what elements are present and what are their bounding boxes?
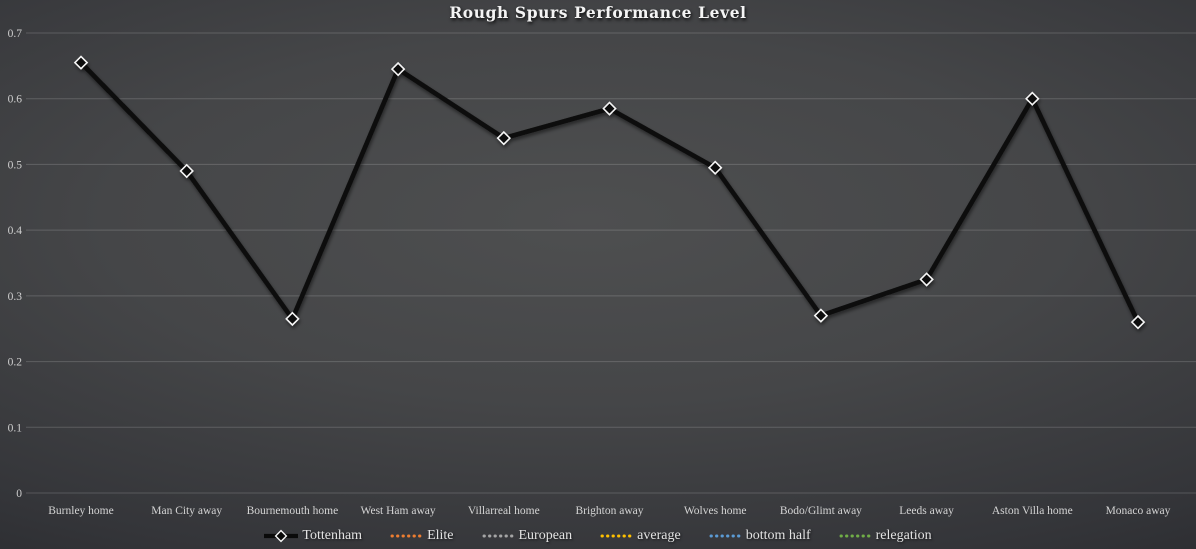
legend-marker-european-icon [482, 534, 513, 538]
x-axis-label-aston-villa-home: Aston Villa home [992, 505, 1073, 517]
x-axis-label-wolves-home: Wolves home [684, 505, 747, 517]
chart-title: Rough Spurs Performance Level [449, 3, 747, 22]
x-axis-label-brighton-away: Brighton away [575, 505, 643, 517]
legend: Tottenham Elite European average bottom half… [0, 528, 1196, 544]
legend-marker-relegation-icon [839, 534, 871, 538]
y-axis-tick-labels: 0 0.1 0.2 0.3 0.4 0.5 0.6 0.7 [8, 28, 23, 500]
legend-item-label: bottom half [745, 528, 811, 543]
data-point-marker [1130, 314, 1146, 330]
data-point-marker [73, 55, 89, 70]
data-point-marker [919, 272, 934, 287]
legend-item-european: European [481, 528, 573, 544]
legend-item-bottom-half: bottom half [708, 528, 811, 544]
y-axis-tick-label: 0.7 [8, 28, 23, 40]
legend-item-label: Tottenham [302, 528, 363, 543]
data-point-marker [285, 311, 300, 327]
x-axis-label-monaco-away: Monaco away [1106, 505, 1171, 517]
legend-item-label: Elite [427, 528, 454, 543]
legend-item-tottenham: Tottenham [264, 528, 362, 544]
x-axis-label-burnley-home: Burnley home [48, 505, 113, 517]
reference-lines [76, 93, 1143, 249]
data-point-marker [813, 308, 829, 323]
x-axis-category-labels: Burnley home Man City away Bournemouth hom… [48, 505, 1170, 517]
y-axis-tick-label: 0.4 [8, 225, 23, 237]
data-point-marker [707, 160, 723, 175]
data-point-marker [602, 101, 617, 116]
data-point-marker [496, 130, 512, 146]
data-point-marker [179, 163, 194, 179]
legend-item-relegation: relegation [838, 528, 932, 544]
tottenham-series [73, 55, 1146, 330]
data-point-marker [1025, 91, 1040, 106]
y-axis-tick-label: 0.5 [8, 159, 23, 171]
y-axis-tick-label: 0 [16, 488, 22, 500]
y-axis-tick-label: 0.2 [8, 357, 23, 369]
data-point-marker [390, 61, 406, 77]
x-axis-label-bournemouth-home: Bournemouth home [247, 505, 339, 517]
legend-item-label: average [637, 528, 681, 543]
legend-item-label: relegation [875, 528, 932, 543]
legend-marker-tottenham-icon [264, 529, 299, 543]
legend-marker-elite-icon [390, 534, 422, 538]
x-axis-label-leeds-away: Leeds away [899, 505, 954, 517]
x-axis-label-villarreal-home: Villarreal home [468, 505, 540, 517]
data-series [73, 55, 1146, 330]
legend-item-average: average [599, 528, 681, 544]
x-axis-label-bodo-glimt-away: Bodo/Glimt away [780, 505, 862, 517]
legend-marker-average-icon [600, 534, 632, 538]
legend-item-label: European [518, 528, 573, 543]
legend-item-elite: Elite [389, 528, 454, 544]
y-axis-tick-label: 0.6 [8, 94, 23, 106]
y-axis-tick-label: 0.3 [8, 291, 23, 303]
x-axis-label-man-city-away: Man City away [151, 505, 222, 517]
x-axis-label-west-ham-away: West Ham away [361, 505, 436, 517]
gridlines [26, 32, 1196, 494]
legend-marker-bottom-half-icon [709, 534, 741, 538]
y-axis-tick-label: 0.1 [8, 422, 23, 434]
